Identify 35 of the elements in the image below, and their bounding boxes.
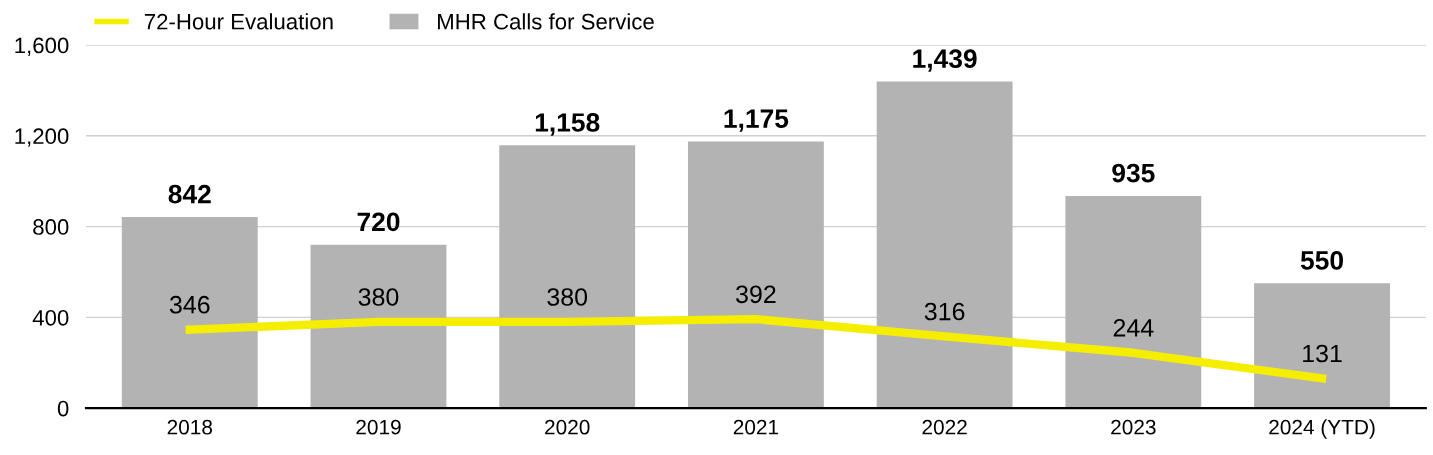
x-tick-label: 2022 bbox=[922, 419, 967, 435]
data-label: 380 bbox=[358, 288, 399, 306]
data-label: 842 bbox=[168, 184, 211, 204]
bar bbox=[499, 145, 636, 409]
bar bbox=[1065, 195, 1202, 409]
legend-label: MHR Calls for Service bbox=[438, 13, 654, 30]
legend-label: 72-Hour Evaluation bbox=[144, 13, 333, 30]
data-label: 1,439 bbox=[913, 49, 977, 72]
bar bbox=[1254, 283, 1390, 409]
data-label: 392 bbox=[736, 285, 776, 304]
x-tick-label: 2018 bbox=[167, 419, 213, 435]
y-tick-label: 1,200 bbox=[15, 128, 69, 147]
x-tick-label: 2019 bbox=[356, 419, 401, 435]
bar bbox=[310, 244, 447, 409]
data-label: 316 bbox=[924, 302, 965, 321]
data-label: 1,175 bbox=[724, 109, 789, 132]
x-tick-label: 2023 bbox=[1111, 419, 1156, 435]
data-label: 346 bbox=[169, 295, 210, 314]
data-label: 550 bbox=[1300, 251, 1343, 270]
bar bbox=[687, 141, 824, 409]
x-tick-label: 2024 (YTD) bbox=[1269, 419, 1375, 439]
bar bbox=[121, 217, 258, 409]
y-tick-label: 800 bbox=[33, 219, 69, 235]
y-tick-label: 0 bbox=[57, 400, 69, 417]
y-tick-label: 1,600 bbox=[15, 37, 69, 56]
data-label: 131 bbox=[1303, 344, 1342, 363]
data-label: 1,158 bbox=[535, 113, 600, 136]
data-label: 244 bbox=[1113, 319, 1154, 337]
y-tick-label: 400 bbox=[32, 309, 69, 326]
data-label: 720 bbox=[357, 212, 400, 232]
data-label: 935 bbox=[1112, 163, 1155, 183]
data-label: 380 bbox=[547, 288, 588, 306]
x-tick-label: 2020 bbox=[545, 419, 590, 435]
bar bbox=[876, 81, 1013, 409]
x-tick-label: 2021 bbox=[733, 419, 779, 435]
